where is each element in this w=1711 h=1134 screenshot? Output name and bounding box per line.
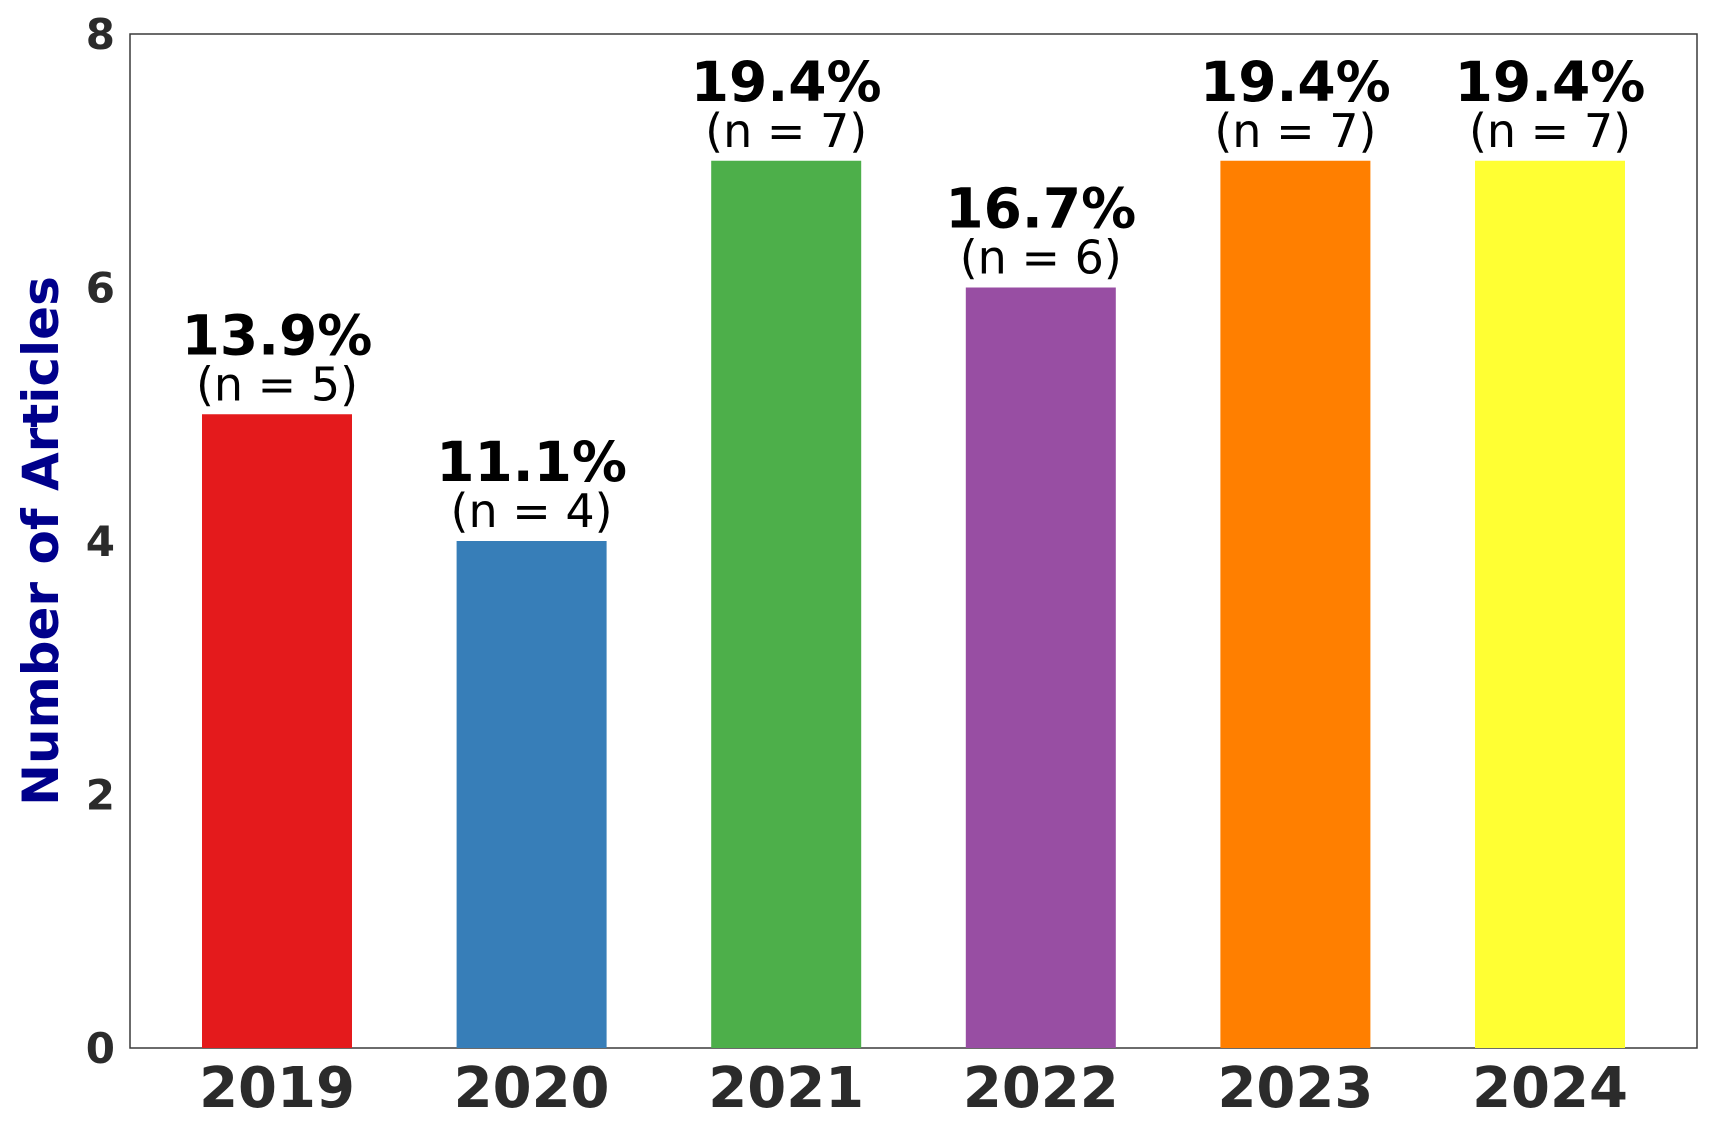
count-label-2020: (n = 4) [451, 484, 613, 538]
bar-2022 [965, 287, 1116, 1048]
y-axis-title: Number of Articles [12, 276, 70, 806]
count-label-2023: (n = 7) [1214, 104, 1376, 158]
bar-2023 [1220, 160, 1371, 1048]
y-tick-label-2: 2 [86, 771, 115, 820]
count-label-2024: (n = 7) [1469, 104, 1631, 158]
x-tick-label-2022: 2022 [963, 1056, 1119, 1121]
percent-label-2020: 11.1% [436, 430, 627, 494]
percent-label-2024: 19.4% [1455, 50, 1646, 114]
x-tick-label-2023: 2023 [1217, 1056, 1373, 1121]
x-tick-label-2019: 2019 [199, 1056, 355, 1121]
bar-labels-group: 13.9%(n = 5)11.1%(n = 4)19.4%(n = 7)16.7… [182, 50, 1646, 538]
percent-label-2022: 16.7% [945, 177, 1136, 241]
y-tick-label-6: 6 [86, 264, 115, 313]
count-label-2019: (n = 5) [196, 357, 358, 411]
y-tick-label-4: 4 [86, 517, 115, 566]
bar-2024 [1475, 160, 1625, 1048]
percent-label-2023: 19.4% [1200, 50, 1391, 114]
y-tick-label-0: 0 [86, 1024, 115, 1073]
x-tick-label-2024: 2024 [1472, 1056, 1628, 1121]
x-axis-ticks: 2019 2020 2021 2022 2023 2024 [199, 1056, 1628, 1121]
x-tick-label-2020: 2020 [454, 1056, 610, 1121]
count-label-2022: (n = 6) [960, 231, 1122, 285]
bar-2020 [456, 541, 607, 1048]
count-label-2021: (n = 7) [705, 104, 867, 158]
plot-frame [129, 33, 1698, 1049]
bars-group [202, 160, 1625, 1048]
y-tick-label-8: 8 [86, 10, 115, 59]
bar-2021 [711, 160, 862, 1048]
bar-2019 [202, 414, 352, 1048]
x-tick-label-2021: 2021 [708, 1056, 864, 1121]
percent-label-2021: 19.4% [691, 50, 882, 114]
percent-label-2019: 13.9% [182, 303, 373, 367]
y-axis-ticks: 0 2 4 6 8 [86, 10, 115, 1073]
